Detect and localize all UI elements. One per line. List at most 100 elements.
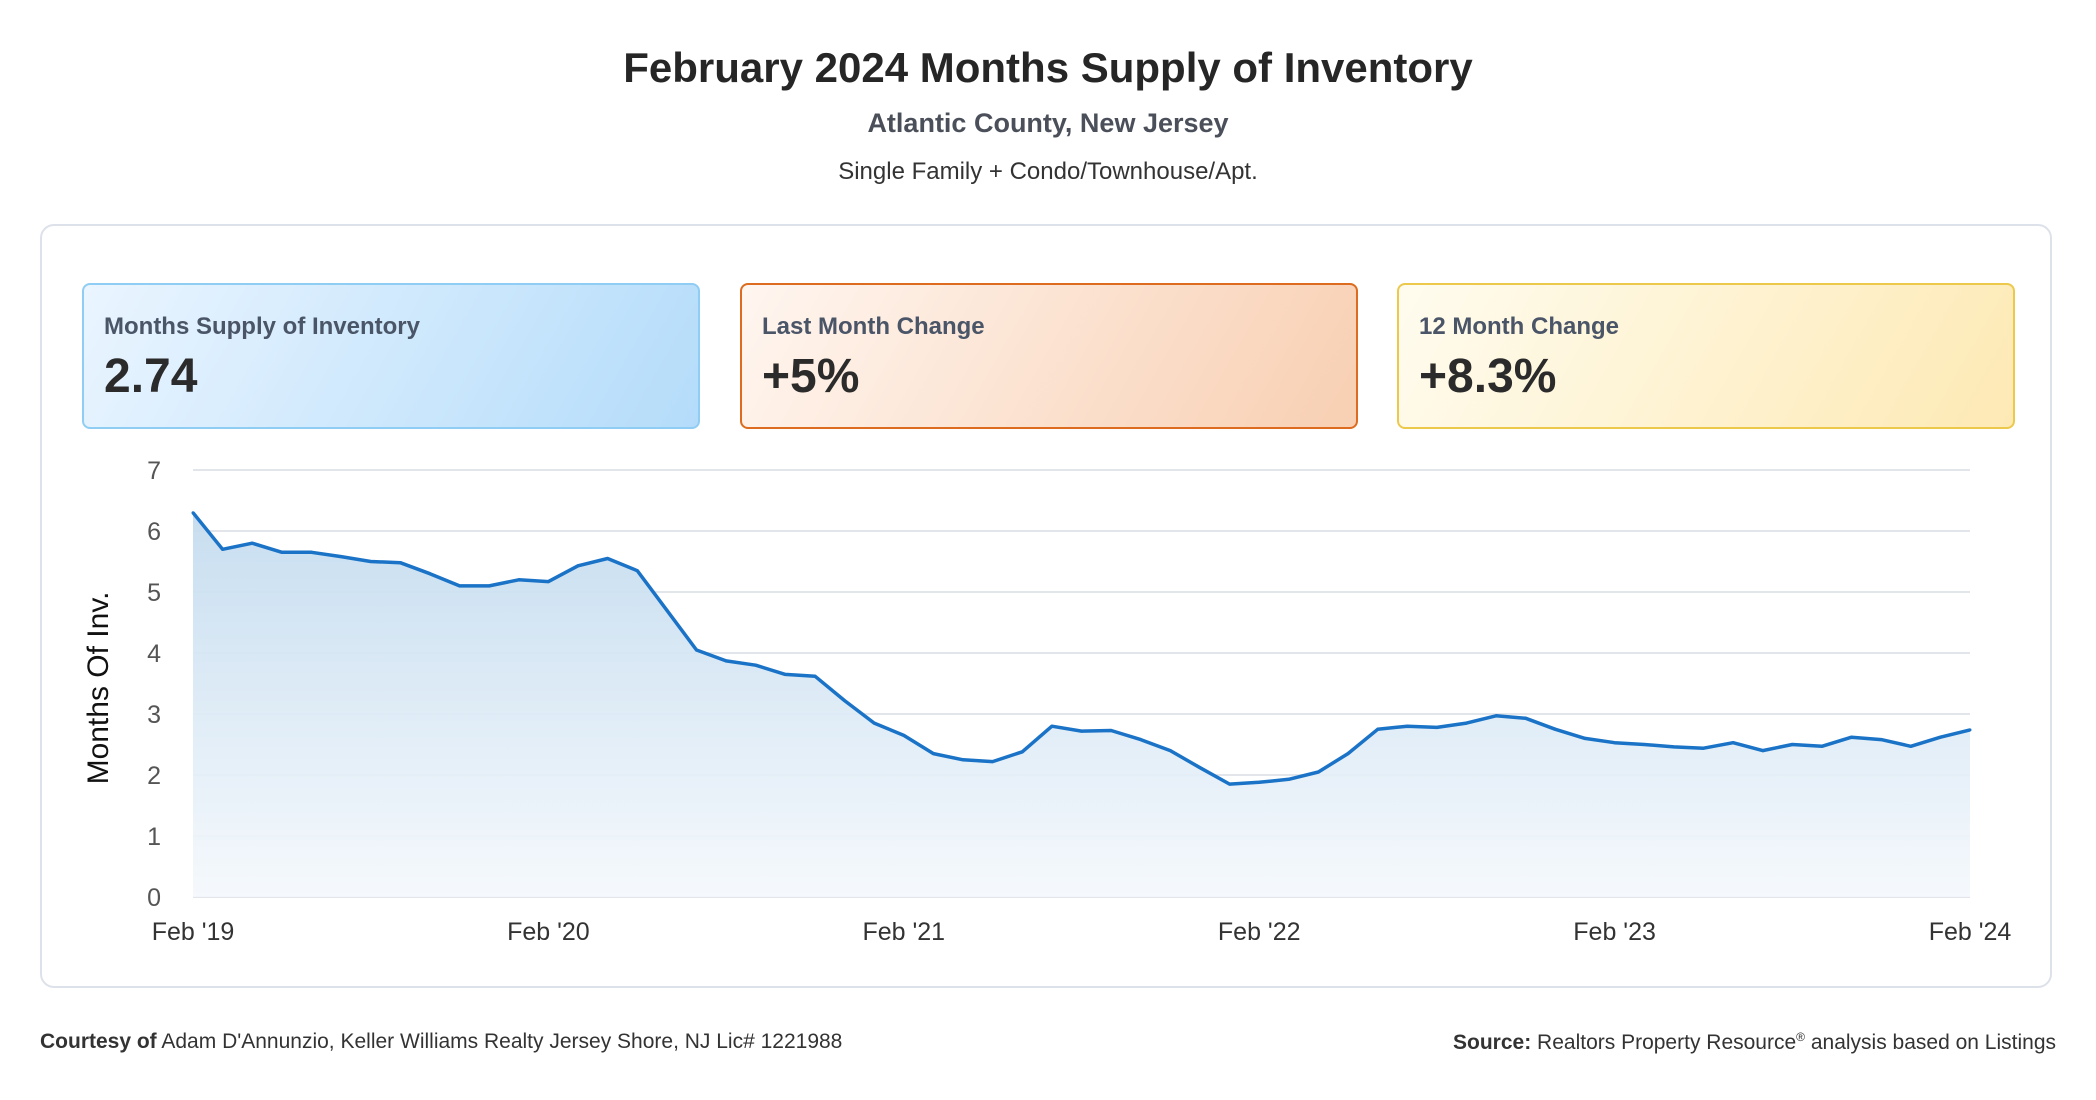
data-point xyxy=(517,578,521,582)
x-tick-label: Feb '23 xyxy=(1573,918,1656,946)
x-tick-label: Feb '21 xyxy=(862,918,945,946)
data-point xyxy=(872,721,876,725)
data-point xyxy=(1376,727,1380,731)
x-tick-label: Feb '22 xyxy=(1218,918,1301,946)
property-types: Single Family + Condo/Townhouse/Apt. xyxy=(838,158,1258,185)
data-point xyxy=(458,584,462,588)
source-suffix: analysis based on Listings xyxy=(1810,1031,2056,1054)
data-point xyxy=(1050,724,1054,728)
data-point xyxy=(1405,724,1409,728)
data-point xyxy=(1020,750,1024,754)
stat-value: 2.74 xyxy=(104,350,198,403)
data-point xyxy=(1228,782,1232,786)
registered-mark: ® xyxy=(1796,1030,1805,1044)
data-point xyxy=(546,580,550,584)
data-point xyxy=(1731,741,1735,745)
data-point xyxy=(1938,735,1942,739)
y-tick-label: 5 xyxy=(147,579,161,607)
data-point xyxy=(1435,725,1439,729)
data-point xyxy=(1613,741,1617,745)
data-point xyxy=(1168,749,1172,753)
y-tick-label: 7 xyxy=(147,457,161,485)
stat-card-last-month-change: Last Month Change +5% xyxy=(740,283,1358,429)
data-point xyxy=(221,547,225,551)
source-text: Realtors Property Resource xyxy=(1537,1031,1797,1054)
data-point xyxy=(1080,729,1083,733)
data-point xyxy=(1198,766,1202,770)
data-point xyxy=(576,564,580,568)
data-point xyxy=(1850,735,1853,739)
data-point xyxy=(1672,745,1676,749)
data-point xyxy=(398,561,402,565)
y-tick-label: 4 xyxy=(147,640,161,668)
y-tick-label: 3 xyxy=(147,701,161,729)
data-point xyxy=(1702,746,1705,750)
data-point xyxy=(1524,716,1528,720)
x-axis-ticks: Feb '19 Feb '20 Feb '21 Feb '22 Feb '23 Feb '… xyxy=(152,918,2012,946)
stat-label: Months Supply of Inventory xyxy=(104,313,420,340)
data-point xyxy=(369,560,373,563)
data-point xyxy=(1553,727,1557,731)
y-axis-ticks: 0 1 2 3 4 5 6 7 xyxy=(147,457,161,912)
x-tick-label: Feb '24 xyxy=(1929,918,2012,946)
data-point xyxy=(724,659,728,663)
series-area xyxy=(193,512,1970,897)
data-point xyxy=(665,608,669,612)
data-point xyxy=(902,733,906,737)
data-point xyxy=(754,663,758,667)
source-note: Source: Realtors Property Resource® anal… xyxy=(1453,1030,2056,1055)
x-tick-label: Feb '20 xyxy=(507,918,590,946)
data-point xyxy=(1494,714,1498,718)
data-point xyxy=(191,511,195,515)
data-point xyxy=(310,550,313,554)
stat-value: +8.3% xyxy=(1419,350,1557,403)
y-tick-label: 2 xyxy=(147,762,161,790)
data-point xyxy=(487,584,491,588)
data-point xyxy=(783,672,787,676)
stat-card-months-supply: Months Supply of Inventory 2.74 xyxy=(82,283,700,429)
data-point xyxy=(813,674,817,678)
stat-label: Last Month Change xyxy=(762,313,985,340)
data-point xyxy=(991,760,995,764)
y-tick-label: 6 xyxy=(147,518,161,546)
data-point xyxy=(1968,728,1972,732)
data-point xyxy=(1761,749,1765,753)
data-point xyxy=(1909,744,1913,748)
stat-value: +5% xyxy=(762,350,860,403)
data-point xyxy=(1642,743,1646,746)
source-label: Source: xyxy=(1453,1031,1532,1054)
y-axis-label: Months Of Inv. xyxy=(82,592,115,785)
courtesy-label: Courtesy of xyxy=(40,1030,157,1053)
data-point xyxy=(1346,752,1350,756)
x-tick-label: Feb '19 xyxy=(152,918,235,946)
data-point xyxy=(1820,744,1824,748)
data-point xyxy=(1257,780,1261,784)
courtesy-text: Adam D'Annunzio, Keller Williams Realty … xyxy=(161,1030,843,1053)
data-point xyxy=(931,752,935,756)
stat-card-12-month-change: 12 Month Change +8.3% xyxy=(1397,283,2015,429)
data-point xyxy=(250,541,254,545)
data-point xyxy=(1465,721,1468,725)
data-point xyxy=(1879,738,1883,742)
y-tick-label: 1 xyxy=(147,823,161,851)
data-points xyxy=(191,511,1972,786)
data-point xyxy=(1139,738,1143,742)
data-point xyxy=(428,572,432,576)
data-point xyxy=(1316,770,1320,774)
stat-label: 12 Month Change xyxy=(1419,313,1620,340)
data-point xyxy=(606,557,610,560)
data-point xyxy=(635,569,639,573)
page-title: February 2024 Months Supply of Inventory xyxy=(623,44,1473,91)
data-point xyxy=(1583,736,1587,740)
data-point xyxy=(339,555,343,559)
courtesy-note: Courtesy of Adam D'Annunzio, Keller Will… xyxy=(40,1030,842,1054)
data-point xyxy=(280,550,284,554)
page-subtitle: Atlantic County, New Jersey xyxy=(867,108,1229,138)
data-point xyxy=(1790,743,1794,746)
data-point xyxy=(1287,777,1291,781)
data-point xyxy=(695,648,698,652)
data-point xyxy=(1109,729,1113,732)
y-tick-label: 0 xyxy=(147,884,161,912)
data-point xyxy=(843,699,847,703)
